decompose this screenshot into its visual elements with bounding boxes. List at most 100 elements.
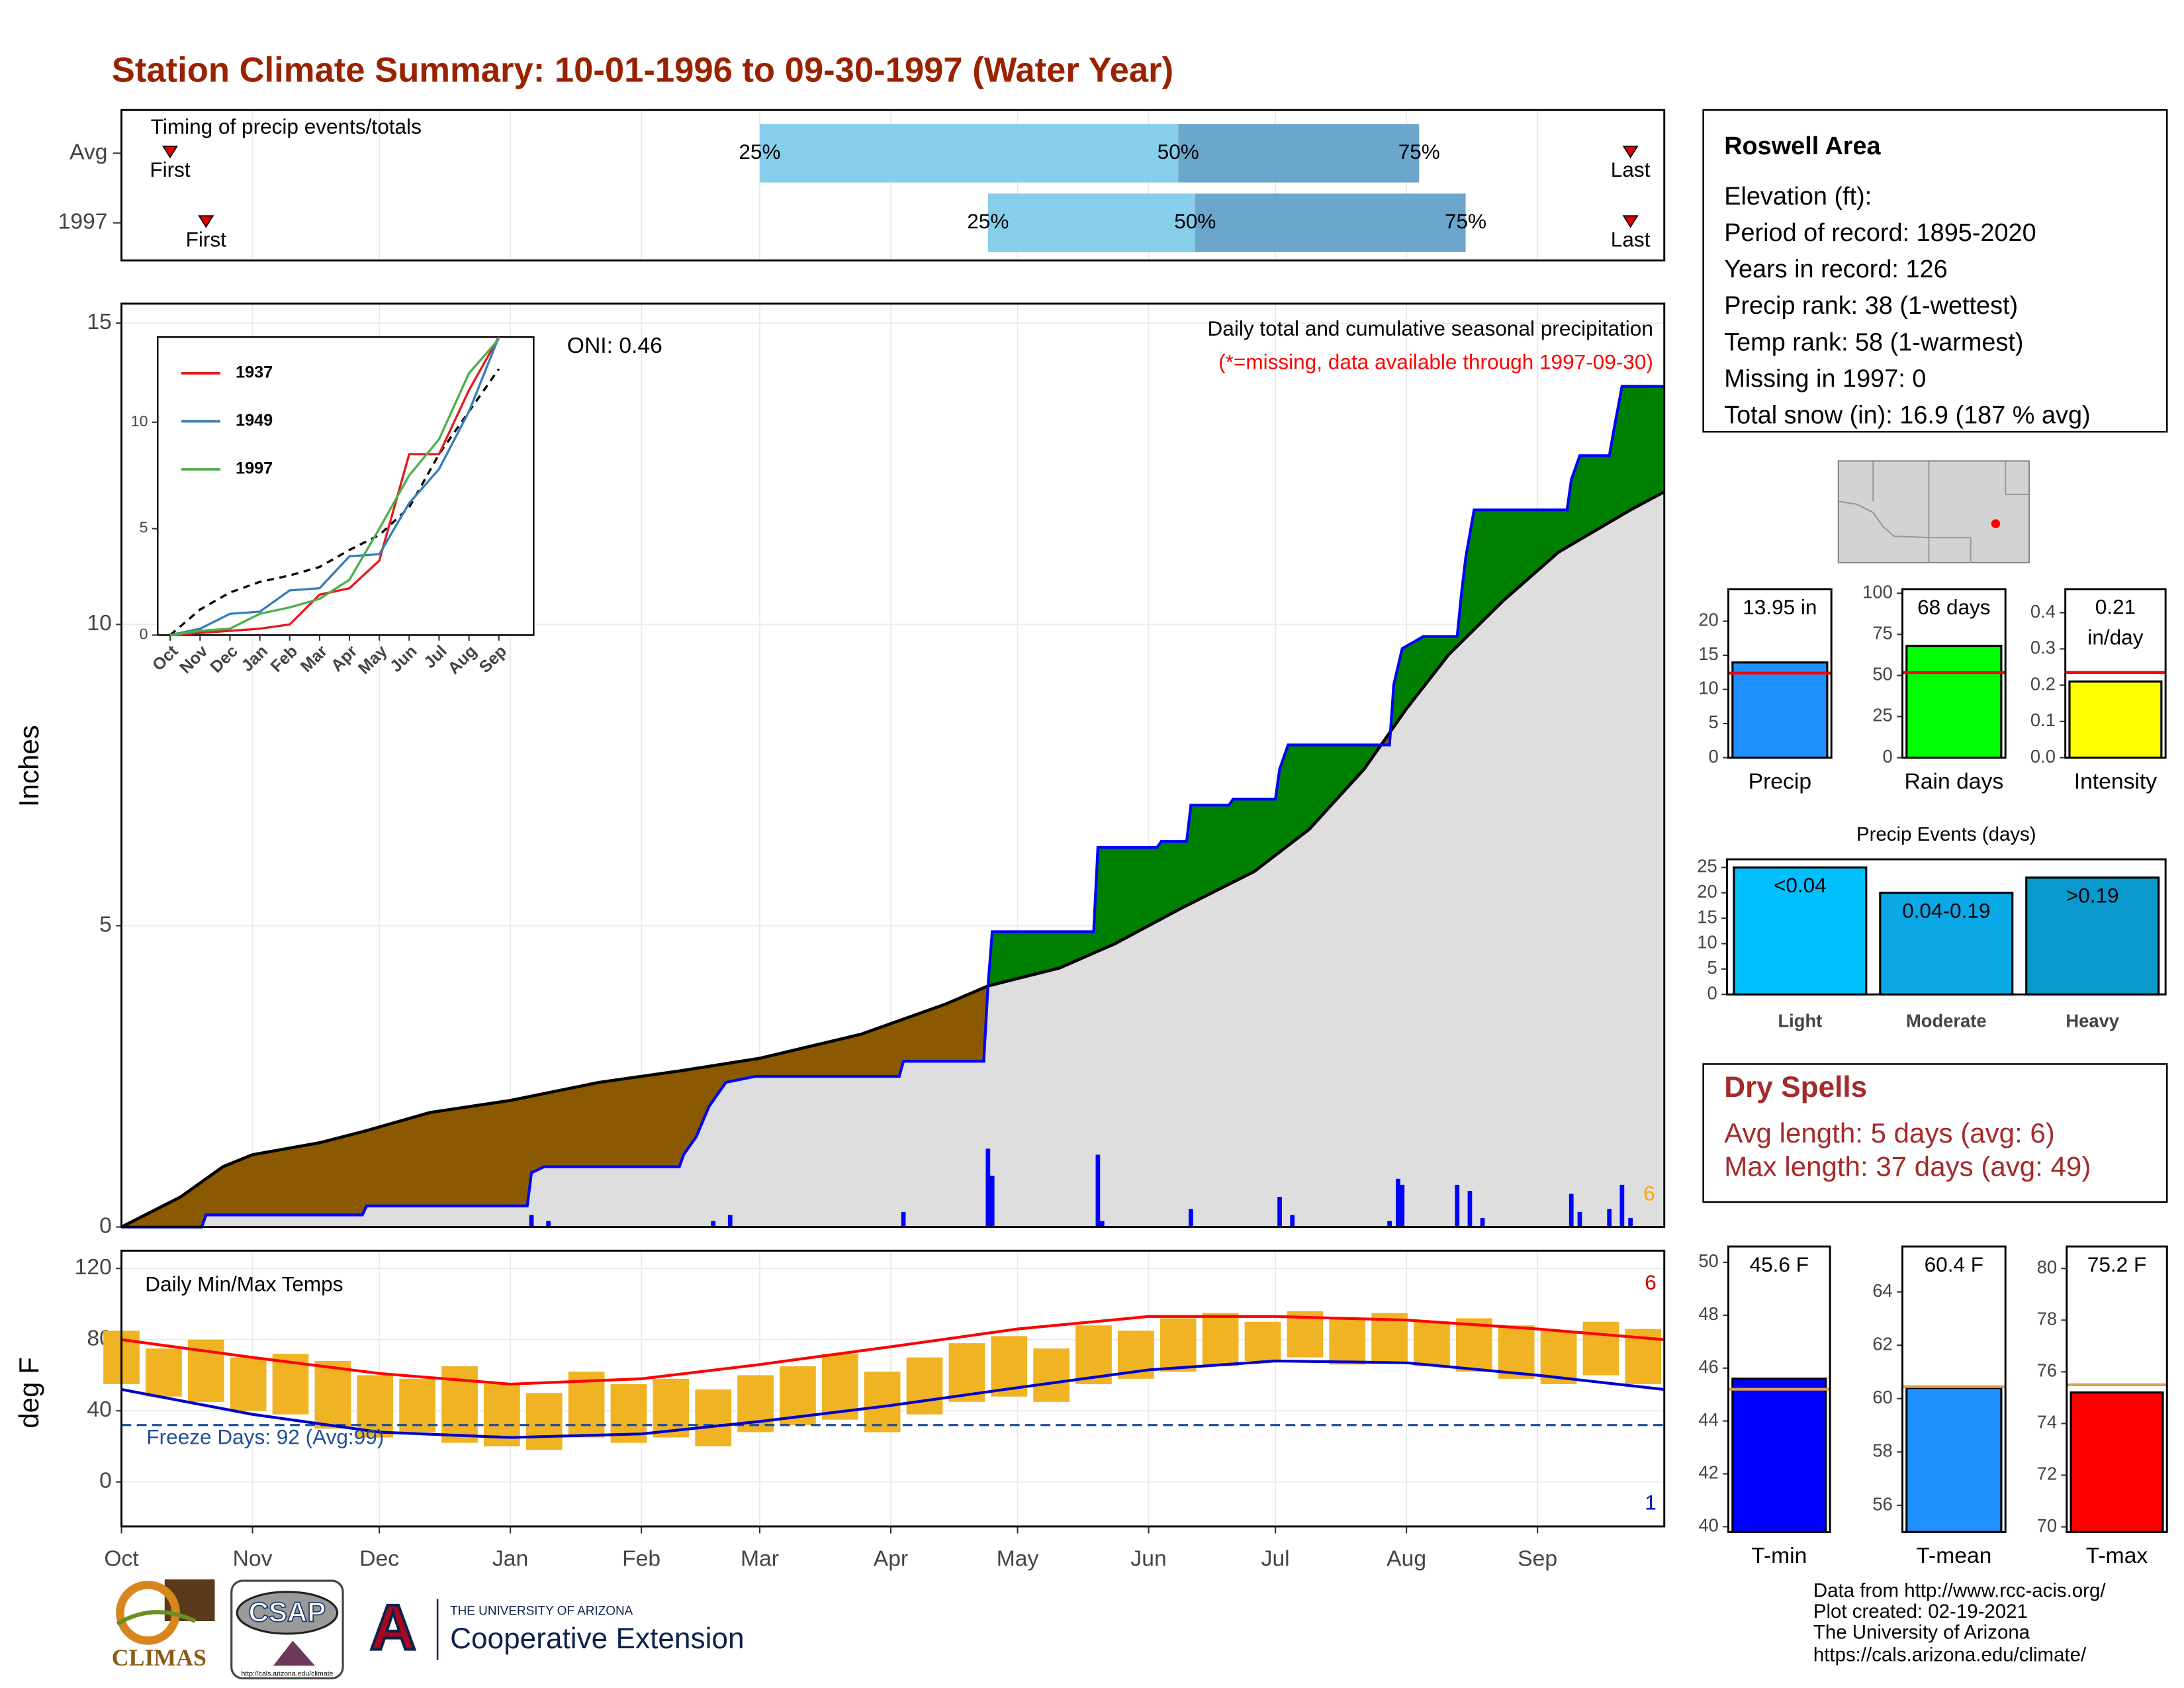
plot-frame bbox=[1727, 588, 1833, 759]
info-box bbox=[1702, 109, 2168, 433]
quartile-label: 50% bbox=[1174, 209, 1216, 233]
dry-spells-title: Dry Spells bbox=[1724, 1071, 1867, 1103]
series-line bbox=[170, 336, 500, 637]
y-tick-label: 76 bbox=[2037, 1360, 2057, 1381]
category-label: Heavy bbox=[2066, 1011, 2119, 1031]
station-name: Roswell Area bbox=[1724, 132, 1881, 160]
y-tick-label: 5 bbox=[1707, 957, 1717, 978]
daily-temp-range bbox=[821, 1354, 858, 1420]
y-tick-label: 50 bbox=[1872, 664, 1892, 684]
average-line bbox=[169, 368, 500, 636]
y-tick-label: 5 bbox=[140, 519, 148, 536]
event-marker bbox=[161, 146, 179, 159]
daily-precip-bar bbox=[1290, 1215, 1295, 1227]
bar bbox=[2068, 680, 2163, 759]
y-tick-label: 0.4 bbox=[2030, 601, 2056, 622]
y-tick-label: 80 bbox=[2037, 1256, 2057, 1277]
y-tick-label: 0.0 bbox=[2030, 746, 2056, 767]
plot-frame bbox=[1727, 1245, 1831, 1533]
bar-label: >0.19 bbox=[2066, 884, 2119, 908]
y-axis-label: Inches bbox=[13, 725, 44, 807]
panel-title: Daily total and cumulative seasonal prec… bbox=[1208, 316, 1653, 340]
daily-precip-bar bbox=[1467, 1190, 1473, 1227]
y-tick-label: 0.1 bbox=[2030, 710, 2056, 730]
category-label: Light bbox=[1778, 1011, 1822, 1031]
y-tick-label: 100 bbox=[1862, 581, 1893, 602]
dry-spells-line: Max length: 37 days (avg: 49) bbox=[1724, 1150, 2091, 1182]
quartile-label: 25% bbox=[739, 140, 780, 164]
y-tick-label: 72 bbox=[2037, 1464, 2057, 1484]
y-tick-label: 10 bbox=[1698, 678, 1718, 698]
y-tick-label: 0 bbox=[99, 1469, 112, 1493]
daily-precip-bar bbox=[1480, 1217, 1485, 1227]
daily-temp-range bbox=[1329, 1318, 1366, 1365]
plot-frame bbox=[120, 1249, 1666, 1528]
daily-precip-bar bbox=[1189, 1209, 1193, 1227]
y-tick-label: 0 bbox=[99, 1213, 112, 1238]
record-count: 6 bbox=[1643, 1182, 1655, 1205]
info-line: Missing in 1997: 0 bbox=[1724, 365, 1926, 393]
ua-mark-bg bbox=[359, 1599, 427, 1658]
oni-annotation: ONI: 0.46 bbox=[567, 334, 662, 358]
info-line: Temp rank: 58 (1-warmest) bbox=[1724, 328, 2023, 356]
record-low-count: 1 bbox=[1645, 1491, 1657, 1515]
quartile-label: 25% bbox=[967, 209, 1009, 233]
daily-precip-bar bbox=[1395, 1178, 1400, 1227]
daily-temp-range bbox=[399, 1378, 435, 1432]
x-tick-label: May bbox=[997, 1546, 1039, 1571]
event-marker bbox=[1622, 215, 1639, 228]
value-label: 60.4 F bbox=[1925, 1252, 1983, 1276]
x-tick-label: Aug bbox=[1387, 1546, 1426, 1571]
y-tick-label: 15 bbox=[1697, 906, 1717, 927]
y-tick-label: 44 bbox=[1698, 1409, 1718, 1430]
station-dot bbox=[1991, 519, 2001, 528]
value-label: 13.95 in bbox=[1743, 595, 1817, 619]
y-tick-label: 40 bbox=[1698, 1515, 1718, 1536]
average-cumulative-line bbox=[120, 490, 1665, 1229]
plot-frame bbox=[2066, 1245, 2168, 1533]
x-tick-label: Jul bbox=[1261, 1546, 1290, 1571]
daily-precip-bar bbox=[546, 1221, 551, 1227]
daily-precip-bar bbox=[1607, 1209, 1612, 1227]
csap-url: http://cals.arizona.edu/climate bbox=[241, 1670, 333, 1678]
bar bbox=[2025, 876, 2160, 996]
quartile-bar bbox=[1178, 124, 1420, 183]
avg-max-line bbox=[121, 1315, 1664, 1386]
daily-precip-bar bbox=[1455, 1184, 1460, 1227]
plot-frame bbox=[2064, 588, 2167, 759]
climas-mark bbox=[116, 1610, 197, 1626]
x-tick-label: Feb bbox=[622, 1546, 660, 1571]
bar bbox=[1879, 892, 2014, 996]
y-tick-label: 20 bbox=[1698, 610, 1718, 630]
quartile-label: 75% bbox=[1445, 209, 1486, 233]
panel-title: Precip Events (days) bbox=[1856, 823, 2036, 845]
y-tick-label: 60 bbox=[1872, 1387, 1892, 1407]
daily-temp-range bbox=[1202, 1313, 1239, 1367]
event-marker bbox=[1622, 146, 1639, 159]
map bbox=[1837, 460, 2030, 564]
csap-cloud bbox=[236, 1591, 339, 1635]
daily-precip-bar bbox=[1095, 1154, 1101, 1227]
y-tick-label: 1997 bbox=[58, 210, 108, 234]
daily-temp-range bbox=[1244, 1321, 1281, 1361]
y-axis-label: deg F bbox=[13, 1357, 44, 1429]
info-lines: Elevation (ft): Period of record: 1895-20… bbox=[1724, 183, 2090, 430]
ua-name: THE UNIVERSITY OF ARIZONA bbox=[450, 1604, 633, 1618]
y-tick-label: 48 bbox=[1698, 1303, 1718, 1324]
y-tick-label: 40 bbox=[87, 1397, 111, 1422]
daily-temp-range bbox=[1160, 1318, 1197, 1372]
y-tick-label: 20 bbox=[1697, 881, 1717, 902]
daily-temp-range bbox=[1582, 1321, 1619, 1376]
y-tick-label: 50 bbox=[1698, 1250, 1718, 1271]
y-tick-label: 70 bbox=[2037, 1515, 2057, 1536]
plot-frame bbox=[1901, 1245, 2007, 1533]
bar bbox=[1905, 1387, 2003, 1533]
x-tick-label: Apr bbox=[874, 1546, 908, 1571]
daily-precip-bar bbox=[1577, 1211, 1582, 1227]
y-tick-label: 25 bbox=[1872, 705, 1892, 726]
y-tick-label: 15 bbox=[1698, 643, 1718, 664]
freeze-annotation: Freeze Days: 92 (Avg:99) bbox=[146, 1425, 384, 1449]
panel-title: Timing of precip events/totals bbox=[151, 115, 422, 138]
y-tick-label: 25 bbox=[1697, 856, 1717, 876]
